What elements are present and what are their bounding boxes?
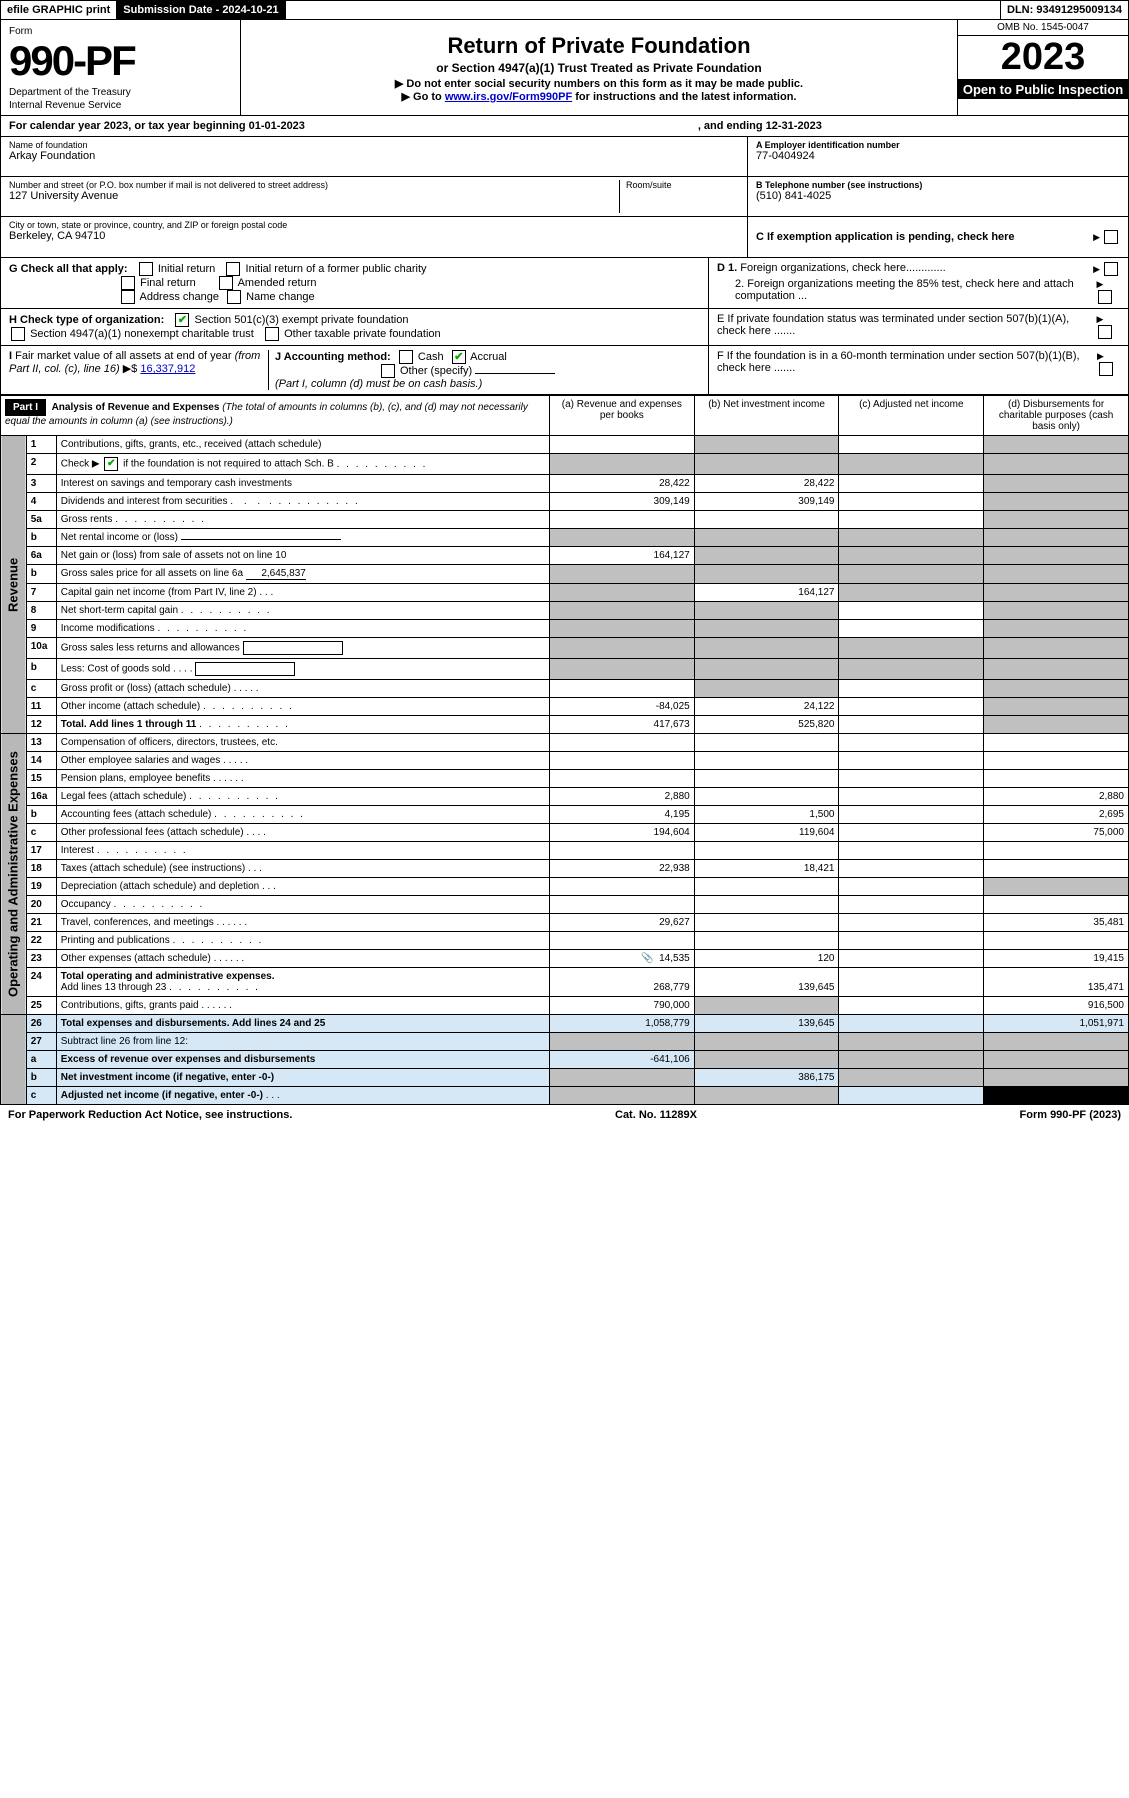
expenses-label: Operating and Administrative Expenses — [1, 734, 27, 1015]
form-number: 990-PF — [9, 37, 232, 85]
attachment-icon[interactable]: 📎 — [641, 953, 653, 964]
d1-checkbox[interactable] — [1104, 262, 1118, 276]
inspection-badge: Open to Public Inspection — [958, 80, 1128, 99]
form990pf-link[interactable]: www.irs.gov/Form990PF — [445, 91, 572, 103]
irs: Internal Revenue Service — [9, 100, 232, 111]
note1: ▶ Do not enter social security numbers o… — [247, 77, 951, 90]
paperwork-notice: For Paperwork Reduction Act Notice, see … — [8, 1109, 292, 1121]
h2-checkbox[interactable] — [11, 327, 25, 341]
g1-checkbox[interactable] — [139, 262, 153, 276]
entity-info: Name of foundation Arkay Foundation Numb… — [0, 137, 1129, 258]
room-label: Room/suite — [626, 180, 739, 190]
page-footer: For Paperwork Reduction Act Notice, see … — [0, 1105, 1129, 1125]
phone-label: B Telephone number (see instructions) — [756, 180, 1120, 190]
form-year: 2023 — [958, 36, 1128, 80]
submission-date: Submission Date - 2024-10-21 — [117, 1, 285, 19]
col-c-header: (c) Adjusted net income — [839, 396, 984, 436]
h1-checkbox[interactable] — [175, 313, 189, 327]
c-label: C If exemption application is pending, c… — [756, 231, 1015, 243]
check-g: G Check all that apply: Initial return I… — [0, 258, 1129, 309]
ein: 77-0404924 — [756, 150, 1120, 162]
form-header: Form 990-PF Department of the Treasury I… — [0, 20, 1129, 116]
check-ij: I Fair market value of all assets at end… — [0, 346, 1129, 395]
form-label: Form — [9, 26, 232, 37]
page-subtitle: or Section 4947(a)(1) Trust Treated as P… — [247, 61, 951, 75]
omb: OMB No. 1545-0047 — [958, 20, 1128, 36]
g6-checkbox[interactable] — [227, 290, 241, 304]
part1-table: Part I Analysis of Revenue and Expenses … — [0, 395, 1129, 1105]
g2-checkbox[interactable] — [226, 262, 240, 276]
schb-checkbox[interactable] — [104, 457, 118, 471]
col-a-header: (a) Revenue and expenses per books — [549, 396, 694, 436]
note2b: for instructions and the latest informat… — [572, 91, 796, 103]
city-state-zip: Berkeley, CA 94710 — [9, 230, 739, 242]
j-other-checkbox[interactable] — [381, 364, 395, 378]
note2a: ▶ Go to — [402, 91, 445, 103]
ein-label: A Employer identification number — [756, 140, 1120, 150]
addr-label: Number and street (or P.O. box number if… — [9, 180, 619, 190]
page-title: Return of Private Foundation — [247, 33, 951, 59]
dln: DLN: 93491295009134 — [1001, 1, 1128, 19]
top-bar: efile GRAPHIC print Submission Date - 20… — [0, 0, 1129, 20]
dept: Department of the Treasury — [9, 87, 232, 98]
check-h: H Check type of organization: Section 50… — [0, 309, 1129, 346]
fmv-link[interactable]: 16,337,912 — [140, 363, 195, 375]
revenue-label: Revenue — [1, 436, 27, 734]
part1-label: Part I — [5, 399, 46, 416]
f-checkbox[interactable] — [1099, 362, 1113, 376]
cat-no: Cat. No. 11289X — [615, 1109, 697, 1121]
foundation-name: Arkay Foundation — [9, 150, 739, 162]
phone: (510) 841-4025 — [756, 190, 1120, 202]
name-label: Name of foundation — [9, 140, 739, 150]
c-checkbox[interactable] — [1104, 230, 1118, 244]
j-accrual-checkbox[interactable] — [452, 350, 466, 364]
city-label: City or town, state or province, country… — [9, 220, 739, 230]
col-d-header: (d) Disbursements for charitable purpose… — [984, 396, 1129, 436]
h3-checkbox[interactable] — [265, 327, 279, 341]
calendar-year-row: For calendar year 2023, or tax year begi… — [0, 116, 1129, 137]
g5-checkbox[interactable] — [121, 290, 135, 304]
g3-checkbox[interactable] — [121, 276, 135, 290]
col-b-header: (b) Net investment income — [694, 396, 839, 436]
g4-checkbox[interactable] — [219, 276, 233, 290]
form-ref: Form 990-PF (2023) — [1020, 1109, 1122, 1121]
efile-print-link[interactable]: efile GRAPHIC print — [7, 4, 110, 16]
d2-checkbox[interactable] — [1098, 290, 1112, 304]
address: 127 University Avenue — [9, 190, 619, 202]
j-cash-checkbox[interactable] — [399, 350, 413, 364]
e-checkbox[interactable] — [1098, 325, 1112, 339]
